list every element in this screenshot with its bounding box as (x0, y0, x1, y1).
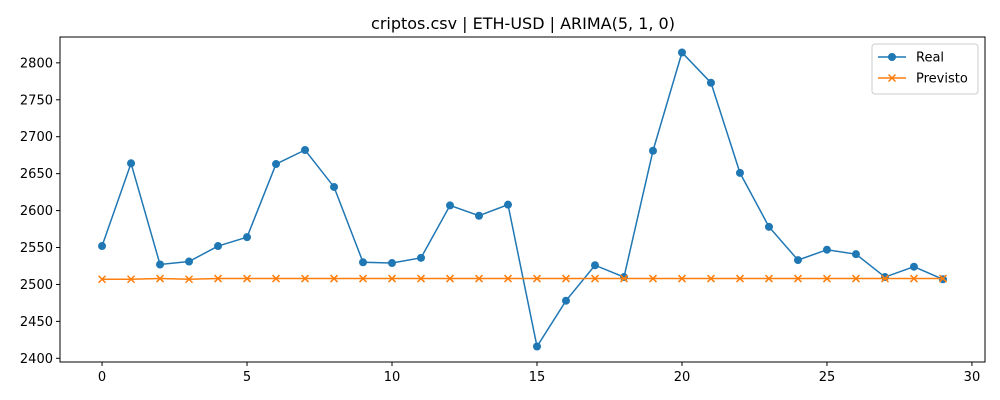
point-real (272, 160, 281, 169)
point-previsto (822, 274, 831, 283)
point-real (504, 200, 513, 209)
point-previsto (648, 274, 658, 283)
point-real (619, 273, 628, 282)
point-previsto (677, 274, 687, 283)
point-real (417, 253, 426, 262)
point-real (648, 146, 657, 155)
point-real (388, 259, 397, 268)
point-previsto (590, 274, 600, 283)
point-previsto (98, 275, 107, 284)
point-real (446, 201, 455, 210)
point-previsto (706, 274, 716, 283)
point-real (764, 222, 773, 231)
point-real (243, 233, 252, 242)
point-previsto (474, 274, 484, 283)
point-previsto (561, 274, 571, 283)
point-real (532, 342, 541, 351)
x-tick-label: 5 (243, 370, 251, 385)
point-previsto (735, 274, 745, 283)
point-real (214, 242, 223, 251)
y-tick-label: 2500 (20, 278, 53, 293)
axes: 0 5 10 15 20 25 30 2400 2450 2500 2550 2600 2650 2700… (20, 36, 986, 385)
y-tick-label: 2450 (20, 315, 53, 330)
point-real (793, 256, 802, 265)
point-real (98, 242, 107, 251)
y-tick-label: 2700 (20, 130, 53, 145)
x-tick-label: 0 (98, 370, 106, 385)
x-tick-label: 25 (819, 370, 836, 385)
x-tick-label: 15 (529, 370, 546, 385)
point-previsto (214, 274, 223, 283)
point-real (156, 260, 165, 269)
point-previsto (358, 274, 368, 283)
point-real (561, 296, 570, 305)
point-previsto (909, 274, 918, 283)
legend-marker (888, 53, 896, 61)
point-previsto (185, 275, 194, 284)
point-real (185, 257, 194, 266)
point-previsto (387, 274, 397, 283)
legend-marker (887, 73, 897, 83)
plot-frame (59, 36, 986, 363)
point-previsto (271, 274, 281, 283)
point-real (909, 262, 918, 271)
point-previsto (503, 274, 513, 283)
y-tick-label: 2650 (20, 167, 53, 182)
y-tick-label: 2800 (20, 56, 53, 71)
point-real (475, 211, 484, 220)
point-real (677, 48, 686, 57)
point-previsto (532, 274, 542, 283)
point-previsto (445, 274, 455, 283)
point-real (127, 159, 136, 168)
point-real (330, 182, 339, 191)
y-tick-label: 2550 (20, 241, 53, 256)
x-tick-label: 20 (674, 370, 691, 385)
point-previsto (764, 274, 774, 283)
y-tick-label: 2750 (20, 93, 53, 108)
point-previsto (938, 274, 947, 283)
point-real (880, 273, 889, 282)
point-previsto (416, 274, 426, 283)
legend: Real Previsto (871, 43, 979, 95)
point-real (590, 261, 599, 270)
y-tick-label: 2600 (20, 204, 53, 219)
chart-title: criptos.csv | ETH-USD | ARIMA(5, 1, 0) (371, 14, 675, 33)
point-previsto (242, 274, 252, 283)
point-real (735, 168, 744, 177)
point-previsto (329, 274, 339, 283)
series-line-real (101, 51, 944, 349)
point-previsto (880, 274, 889, 283)
x-tick-label: 30 (964, 370, 981, 385)
series-line-previsto (102, 277, 943, 281)
point-real (706, 78, 715, 87)
point-previsto (127, 275, 136, 284)
point-real (301, 146, 310, 155)
plot-area (98, 48, 947, 351)
x-tick-label: 10 (384, 370, 401, 385)
point-previsto (619, 274, 629, 283)
point-real (359, 258, 368, 267)
legend-label: Real (916, 51, 944, 66)
point-previsto (156, 274, 165, 283)
legend-label: Previsto (916, 72, 968, 87)
y-tick-label: 2400 (20, 352, 53, 367)
point-previsto (300, 274, 310, 283)
point-previsto (793, 274, 803, 283)
point-real (822, 245, 831, 254)
point-real (851, 250, 860, 259)
point-previsto (851, 274, 860, 283)
